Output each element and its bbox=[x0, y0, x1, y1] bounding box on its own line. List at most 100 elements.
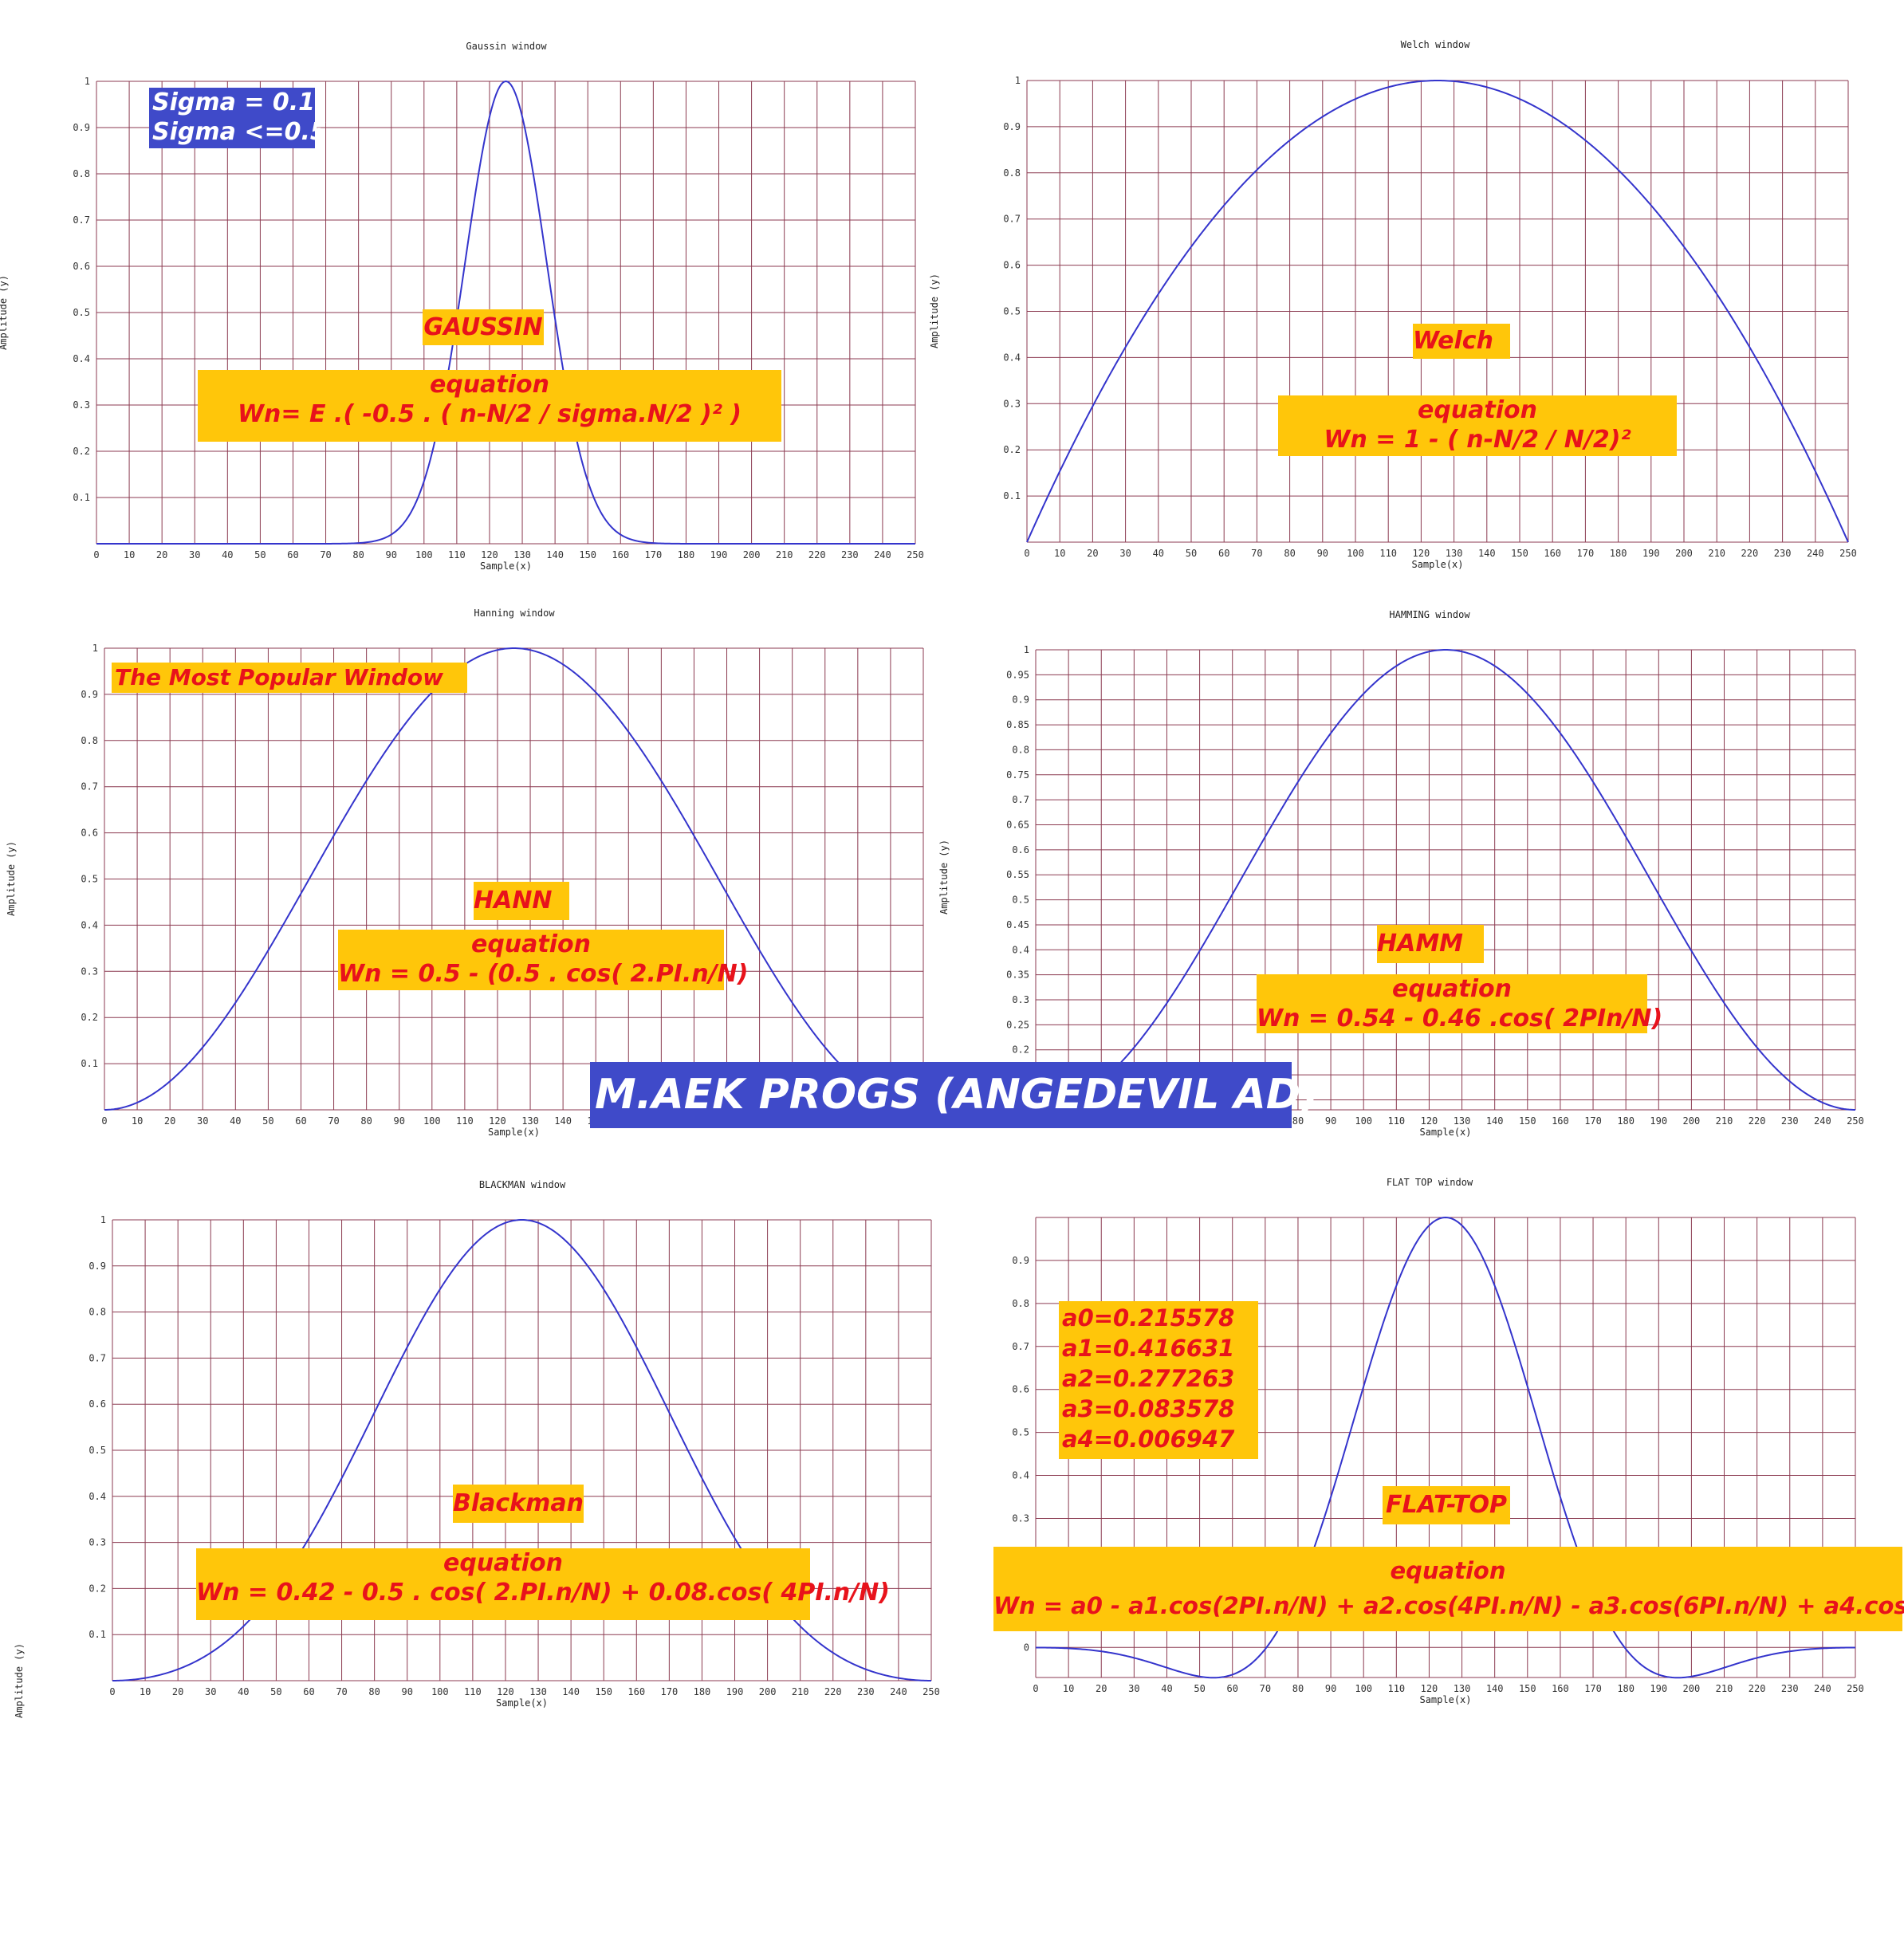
x-tick-label: 210 bbox=[1716, 1683, 1733, 1694]
sigma-limit: Sigma <=0.5 bbox=[152, 118, 327, 146]
x-tick-label: 240 bbox=[1814, 1115, 1831, 1127]
x-tick-label: 160 bbox=[1552, 1115, 1569, 1127]
x-tick-label: 210 bbox=[1708, 548, 1725, 559]
y-tick-label: 0.5 bbox=[1012, 895, 1029, 906]
x-tick-label: 80 bbox=[1284, 548, 1295, 559]
x-tick-label: 180 bbox=[694, 1686, 711, 1697]
x-tick-label: 250 bbox=[922, 1686, 940, 1697]
x-tick-label: 240 bbox=[1807, 548, 1824, 559]
chart-title: Welch window bbox=[1401, 39, 1470, 50]
y-tick-label: 0.9 bbox=[89, 1261, 106, 1272]
x-tick-label: 30 bbox=[1119, 548, 1131, 559]
blackman-equation-box: equation Wn = 0.42 - 0.5 . cos( 2.PI.n/N… bbox=[196, 1548, 890, 1620]
chart-title: BLACKMAN window bbox=[479, 1179, 566, 1190]
x-tick-label: 40 bbox=[1153, 548, 1164, 559]
hamming-name-box: HAMM bbox=[1377, 925, 1484, 963]
y-tick-label: 0.35 bbox=[1006, 970, 1029, 981]
welch-equation-box: equation Wn = 1 - ( n-N/2 / N/2)² bbox=[1278, 395, 1677, 456]
y-tick-label: 0.4 bbox=[1003, 352, 1021, 363]
hamming-name: HAMM bbox=[1377, 930, 1464, 958]
y-tick-label: 0.2 bbox=[81, 1012, 98, 1023]
x-tick-label: 80 bbox=[360, 1115, 372, 1127]
x-tick-label: 100 bbox=[415, 549, 433, 560]
x-tick-label: 140 bbox=[1478, 548, 1496, 559]
x-tick-label: 20 bbox=[172, 1686, 183, 1697]
flattop-name: FLAT-TOP bbox=[1385, 1491, 1507, 1519]
y-axis-label: Amplitude (y) bbox=[938, 840, 950, 914]
x-tick-label: 40 bbox=[1161, 1683, 1172, 1694]
window-curve-series bbox=[104, 647, 924, 1111]
y-tick-label: 0.85 bbox=[1006, 719, 1029, 730]
x-tick-label: 220 bbox=[1741, 548, 1759, 559]
welch-name-box: Welch bbox=[1413, 324, 1510, 359]
x-tick-label: 60 bbox=[1226, 1683, 1237, 1694]
x-tick-label: 90 bbox=[401, 1686, 412, 1697]
y-tick-label: 0.5 bbox=[73, 307, 90, 318]
x-tick-label: 230 bbox=[841, 549, 859, 560]
x-tick-label: 160 bbox=[627, 1686, 645, 1697]
x-tick-label: 230 bbox=[1781, 1683, 1799, 1694]
x-tick-label: 170 bbox=[1584, 1115, 1602, 1127]
y-tick-label: 0.6 bbox=[1003, 260, 1021, 271]
x-tick-label: 120 bbox=[1413, 548, 1430, 559]
x-tick-label: 70 bbox=[1251, 548, 1262, 559]
x-tick-label: 50 bbox=[270, 1686, 281, 1697]
flattop-name-box: FLAT-TOP bbox=[1383, 1486, 1510, 1524]
x-tick-label: 210 bbox=[776, 549, 793, 560]
coefficient-a2: a2=0.277263 bbox=[1062, 1365, 1235, 1392]
x-tick-label: 90 bbox=[385, 549, 396, 560]
y-tick-label: 0.3 bbox=[1003, 398, 1021, 409]
x-tick-label: 10 bbox=[132, 1115, 143, 1127]
x-tick-label: 160 bbox=[612, 549, 629, 560]
x-tick-label: 100 bbox=[1355, 1115, 1372, 1127]
x-tick-label: 140 bbox=[562, 1686, 580, 1697]
x-tick-label: 120 bbox=[489, 1115, 506, 1127]
y-tick-label: 0.8 bbox=[73, 168, 90, 179]
y-tick-label: 1 bbox=[1015, 75, 1021, 86]
x-tick-label: 250 bbox=[907, 549, 924, 560]
y-tick-label: 0.7 bbox=[81, 781, 98, 793]
hann-name: HANN bbox=[474, 887, 553, 914]
y-tick-label: 1 bbox=[85, 76, 90, 87]
gaussian-sigma-box: Sigma = 0.1 Sigma <=0.5 bbox=[149, 88, 327, 148]
y-axis-label: Amplitude (y) bbox=[6, 841, 17, 916]
hamming-equation-box: equation Wn = 0.54 - 0.46 .cos( 2PIn/N) bbox=[1257, 974, 1663, 1033]
watermark-banner: M.AEK PROGS (ANGEDEVIL AD) bbox=[590, 1062, 1320, 1128]
flattop-equation: Wn = a0 - a1.cos(2PI.n/N) + a2.cos(4PI.n… bbox=[993, 1592, 1904, 1619]
x-tick-label: 100 bbox=[431, 1686, 449, 1697]
x-tick-label: 150 bbox=[1519, 1683, 1536, 1694]
y-tick-label: 0.2 bbox=[89, 1583, 106, 1594]
x-tick-label: 50 bbox=[262, 1115, 273, 1127]
x-tick-label: 140 bbox=[1486, 1683, 1504, 1694]
x-tick-label: 60 bbox=[1218, 548, 1229, 559]
y-tick-label: 0.9 bbox=[1003, 121, 1021, 132]
y-tick-label: 0.7 bbox=[1003, 214, 1021, 225]
equation-heading: equation bbox=[470, 930, 591, 958]
equation-heading: equation bbox=[429, 371, 549, 399]
y-tick-label: 0.2 bbox=[1003, 444, 1021, 455]
x-tick-label: 50 bbox=[1186, 548, 1197, 559]
y-tick-label: 0.1 bbox=[89, 1629, 106, 1640]
x-tick-label: 230 bbox=[1774, 548, 1792, 559]
x-tick-label: 240 bbox=[874, 549, 891, 560]
x-tick-label: 240 bbox=[890, 1686, 907, 1697]
y-axis-label: Amplitude (y) bbox=[0, 275, 9, 350]
x-tick-label: 220 bbox=[1749, 1683, 1766, 1694]
x-tick-label: 10 bbox=[140, 1686, 151, 1697]
y-tick-label: 1 bbox=[1024, 644, 1029, 655]
x-tick-label: 140 bbox=[1486, 1115, 1504, 1127]
blackman-name: Blackman bbox=[453, 1489, 584, 1517]
y-tick-label: 0.2 bbox=[73, 446, 90, 457]
hamming-equation: Wn = 0.54 - 0.46 .cos( 2PIn/N) bbox=[1257, 1005, 1663, 1032]
y-tick-label: 0.3 bbox=[81, 966, 98, 977]
y-tick-label: 0.5 bbox=[89, 1445, 106, 1456]
x-tick-label: 100 bbox=[423, 1115, 441, 1127]
x-tick-label: 0 bbox=[1024, 548, 1029, 559]
y-tick-label: 0.6 bbox=[89, 1398, 106, 1410]
x-tick-label: 60 bbox=[303, 1686, 314, 1697]
x-tick-label: 20 bbox=[1087, 548, 1098, 559]
y-tick-label: 0.8 bbox=[89, 1307, 106, 1318]
equation-heading: equation bbox=[1417, 396, 1537, 424]
